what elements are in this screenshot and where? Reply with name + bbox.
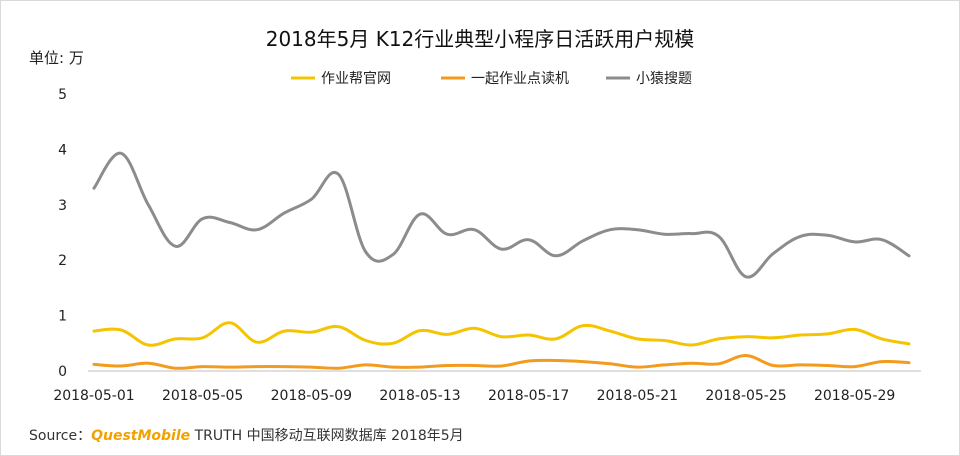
- x-axis-ticks: 2018-05-01 2018-05-05 2018-05-09 2018-05-13…: [53, 388, 895, 404]
- y-tick-label-1: 1: [58, 309, 67, 325]
- x-tick-label-7: 2018-05-29: [814, 388, 895, 404]
- source-suffix: TRUTH 中国移动互联网数据库 2018年5月: [190, 428, 464, 444]
- source-prefix: Source：: [29, 428, 92, 444]
- legend-label-1: 一起作业点读机: [471, 70, 569, 87]
- y-axis-ticks: 0 1 2 3 4 5: [58, 87, 67, 380]
- y-tick-label-4: 4: [58, 142, 67, 158]
- x-tick-label-5: 2018-05-21: [597, 388, 678, 404]
- x-tick-label-0: 2018-05-01: [53, 388, 134, 404]
- x-tick-label-3: 2018-05-13: [379, 388, 460, 404]
- x-tick-label-1: 2018-05-05: [162, 388, 243, 404]
- y-tick-label-2: 2: [58, 253, 67, 269]
- source-note: Source：QuestMobile TRUTH 中国移动互联网数据库 2018…: [29, 425, 464, 445]
- x-tick-label-6: 2018-05-25: [705, 388, 786, 404]
- series-line-2: [92, 151, 911, 279]
- series-line-0: [92, 321, 911, 347]
- y-tick-label-3: 3: [58, 198, 67, 214]
- y-tick-label-0: 0: [58, 364, 67, 380]
- legend-label-0: 作业帮官网: [321, 71, 391, 87]
- series-line-1: [92, 353, 911, 370]
- legend-label-2: 小猿搜题: [636, 71, 692, 87]
- chart-legend: 作业帮官网 一起作业点读机 小猿搜题: [291, 70, 692, 87]
- x-tick-label-2: 2018-05-09: [271, 388, 352, 404]
- chart-title: 2018年5月 K12行业典型小程序日活跃用户规模: [265, 27, 695, 51]
- y-unit-label: 单位: 万: [29, 49, 84, 67]
- series-lines: [92, 151, 911, 370]
- source-brand: QuestMobile: [91, 428, 191, 444]
- x-tick-label-4: 2018-05-17: [488, 388, 569, 404]
- y-tick-label-5: 5: [58, 87, 67, 103]
